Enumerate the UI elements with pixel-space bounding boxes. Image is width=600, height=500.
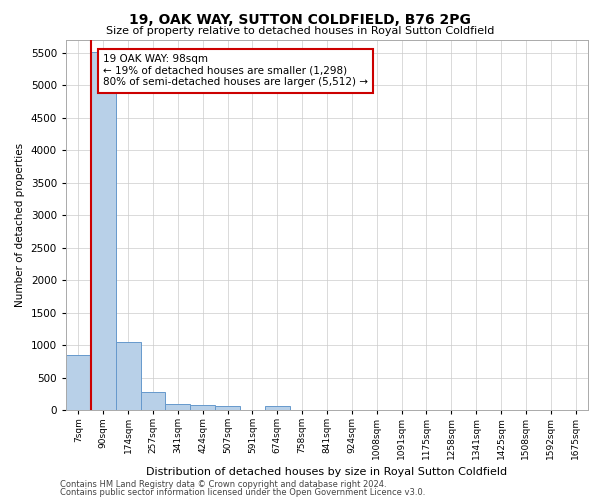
- Bar: [116, 342, 140, 410]
- X-axis label: Distribution of detached houses by size in Royal Sutton Coldfield: Distribution of detached houses by size …: [146, 468, 508, 477]
- Text: Contains public sector information licensed under the Open Government Licence v3: Contains public sector information licen…: [60, 488, 425, 497]
- Text: 19 OAK WAY: 98sqm
← 19% of detached houses are smaller (1,298)
80% of semi-detac: 19 OAK WAY: 98sqm ← 19% of detached hous…: [103, 54, 368, 88]
- Text: 19, OAK WAY, SUTTON COLDFIELD, B76 2PG: 19, OAK WAY, SUTTON COLDFIELD, B76 2PG: [129, 12, 471, 26]
- Bar: [140, 392, 166, 410]
- Text: Contains HM Land Registry data © Crown copyright and database right 2024.: Contains HM Land Registry data © Crown c…: [60, 480, 386, 489]
- Bar: [190, 405, 215, 410]
- Y-axis label: Number of detached properties: Number of detached properties: [15, 143, 25, 307]
- Bar: [166, 404, 190, 410]
- Bar: [265, 406, 290, 410]
- Bar: [91, 52, 116, 410]
- Text: Size of property relative to detached houses in Royal Sutton Coldfield: Size of property relative to detached ho…: [106, 26, 494, 36]
- Bar: [66, 355, 91, 410]
- Bar: [215, 406, 240, 410]
